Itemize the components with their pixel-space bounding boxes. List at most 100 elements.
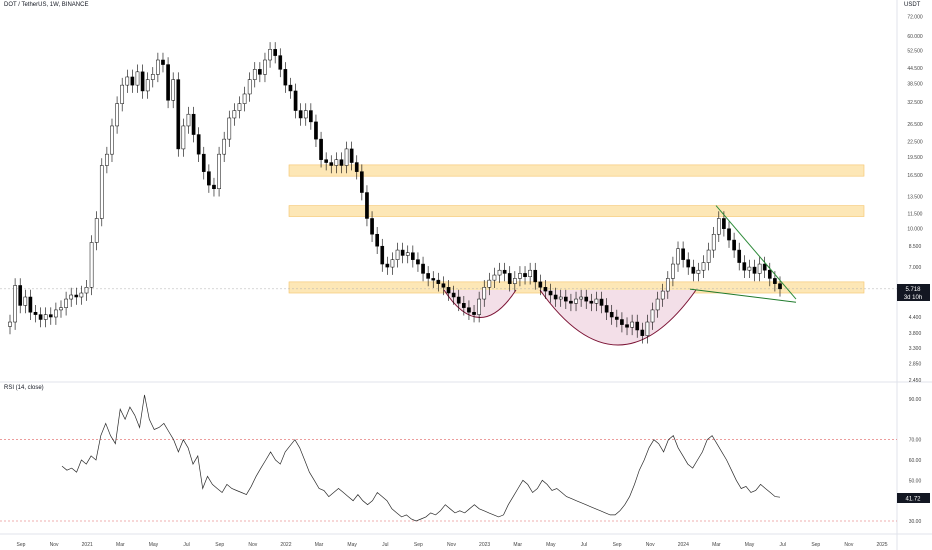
- candle-body: [263, 59, 267, 75]
- candle-body: [166, 64, 170, 101]
- candle-body: [227, 117, 232, 140]
- time-tick-label: Nov: [646, 542, 655, 548]
- candle-body: [349, 148, 354, 163]
- candle-body: [69, 294, 74, 300]
- candle-body: [502, 269, 507, 274]
- time-tick-label: Nov: [248, 542, 257, 548]
- rsi-badge-value: 41.72: [905, 497, 921, 503]
- candle-body: [436, 279, 441, 284]
- candle-body: [288, 84, 293, 92]
- candle-body: [196, 134, 201, 155]
- candle-body: [79, 292, 84, 298]
- time-tick-label: Jul: [183, 542, 189, 548]
- currency-unit: USDT: [904, 2, 921, 8]
- candle-body: [212, 184, 216, 190]
- candle-body: [181, 125, 186, 150]
- candle-body: [421, 263, 425, 274]
- price-tick-label: 10.000: [907, 227, 923, 233]
- time-axis: Sep Nov 2021 Mar May Jul Sep Nov 2022 Mar May Jul Se…: [17, 542, 888, 548]
- price-tick-label: 52.500: [907, 48, 923, 54]
- candle-body: [309, 110, 313, 123]
- candle-body: [191, 113, 196, 135]
- candle-body: [507, 273, 512, 284]
- candle-body: [742, 262, 747, 271]
- price-tick-label: 4.400: [909, 315, 922, 321]
- candle-body: [620, 319, 624, 325]
- candle-body: [59, 307, 63, 311]
- price-tick-label: 38.500: [907, 82, 923, 88]
- candle-body: [686, 259, 691, 268]
- candle-body: [625, 324, 629, 328]
- zones-layer: [0, 164, 897, 294]
- candle-body: [655, 298, 660, 311]
- candle-body: [604, 305, 609, 313]
- cup-curve-small: [443, 289, 517, 318]
- candle-body: [268, 49, 272, 61]
- price-tick-label: 44.500: [907, 66, 923, 72]
- candle-body: [569, 300, 573, 304]
- candle-body: [252, 69, 257, 80]
- price-tick-label: 22.500: [907, 139, 923, 145]
- time-tick-label: 2022: [280, 542, 291, 548]
- time-tick-label: May: [745, 542, 755, 548]
- candle-body: [589, 300, 594, 304]
- candle-body: [48, 314, 53, 318]
- candle-body: [431, 278, 436, 281]
- candle-body: [150, 74, 155, 80]
- candle-body: [482, 287, 487, 300]
- candle-body: [207, 171, 211, 186]
- price-tick-label: 26.500: [907, 122, 923, 128]
- candle-body: [558, 296, 563, 300]
- time-tick-label: 2024: [678, 542, 689, 548]
- candle-body: [8, 321, 12, 327]
- candle-body: [125, 76, 130, 86]
- candle-body: [89, 242, 94, 288]
- candle-body: [594, 298, 599, 304]
- candle-body: [716, 218, 721, 235]
- candle-body: [354, 162, 359, 172]
- candles-layer: [8, 42, 782, 344]
- candle-body: [18, 285, 23, 306]
- candle-body: [105, 153, 109, 166]
- candle-body: [283, 69, 288, 86]
- candle-body: [115, 103, 119, 127]
- candle-body: [574, 298, 578, 304]
- candle-body: [614, 316, 619, 320]
- price-tick-label: 32.500: [907, 100, 923, 106]
- time-tick-label: Mar: [712, 542, 721, 548]
- cups-layer: [443, 289, 697, 346]
- chart-title: DOT / TetherUS, 1W, BINANCE: [4, 2, 89, 8]
- wedge-layer: [689, 205, 797, 303]
- candle-body: [706, 249, 711, 263]
- rsi-tick-label: 90.00: [909, 397, 922, 403]
- candle-body: [273, 49, 277, 56]
- time-tick-label: Nov: [447, 542, 456, 548]
- time-tick-label: May: [149, 542, 159, 548]
- time-tick-label: Mar: [513, 542, 522, 548]
- candle-body: [222, 138, 227, 155]
- candle-body: [278, 55, 283, 70]
- candle-body: [722, 218, 726, 229]
- price-badge-value: 5.718: [905, 287, 921, 293]
- candle-body: [247, 79, 252, 95]
- candle-body: [579, 296, 583, 300]
- candle-body: [375, 233, 379, 247]
- candle-body: [370, 218, 374, 235]
- candle-body: [99, 165, 104, 219]
- candle-body: [665, 278, 670, 292]
- candle-body: [543, 287, 548, 292]
- price-tick-label: 2.850: [909, 362, 922, 368]
- candle-body: [711, 233, 716, 251]
- candle-body: [303, 110, 308, 119]
- price-badge-countdown: 3d 10h: [904, 295, 922, 301]
- candle-body: [390, 259, 395, 268]
- time-tick-label: 2025: [876, 542, 887, 548]
- candle-body: [395, 249, 400, 260]
- time-tick-label: Jul: [382, 542, 388, 548]
- candle-body: [94, 218, 99, 243]
- candle-body: [43, 314, 48, 320]
- wedge-upper-line: [715, 205, 797, 300]
- candle-body: [645, 321, 650, 336]
- candle-body: [344, 148, 349, 166]
- time-tick-label: Mar: [116, 542, 125, 548]
